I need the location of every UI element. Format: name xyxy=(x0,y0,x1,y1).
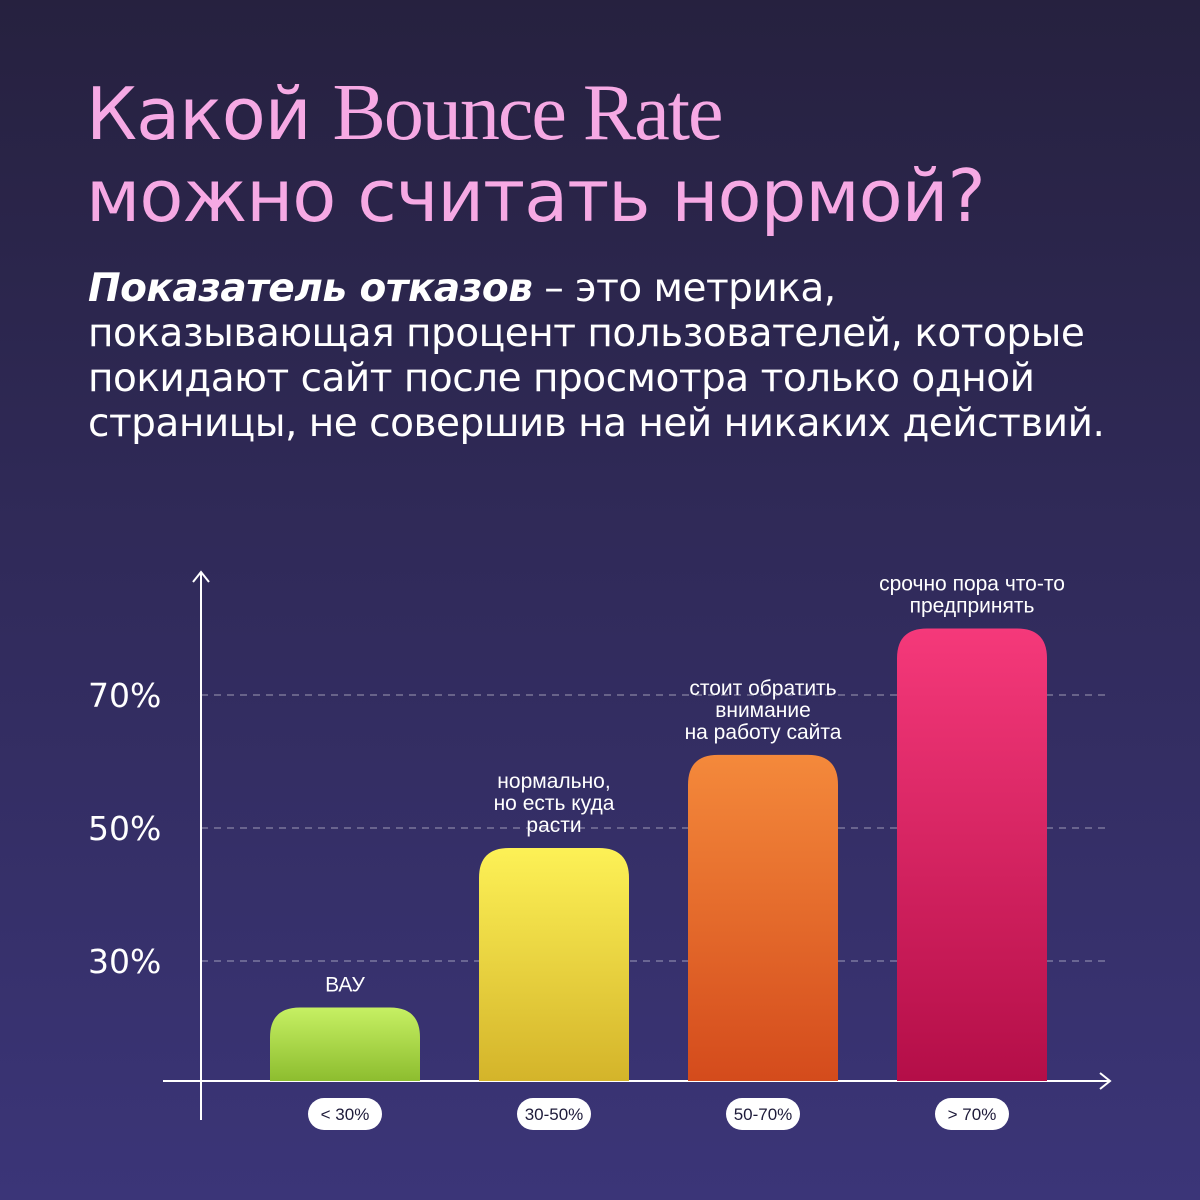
category-label: > 70% xyxy=(948,1105,997,1124)
category-label: < 30% xyxy=(321,1105,370,1124)
category-pill xyxy=(935,1098,1009,1130)
title-bounce-rate: Bounce Rate xyxy=(332,69,723,157)
x-axis-arrow xyxy=(1099,1072,1112,1090)
bar-annotation: но есть куда xyxy=(494,792,615,815)
y-tick-label: 30% xyxy=(88,942,161,981)
bar xyxy=(479,847,629,1081)
bar-annotation: на работу сайта xyxy=(685,721,842,744)
category-label: 30-50% xyxy=(525,1105,584,1124)
page-title: Какой Bounce Rate можно считать нормой? xyxy=(86,69,986,238)
description: Показатель отказов – это метрика, показы… xyxy=(88,266,1118,446)
category-pill xyxy=(517,1098,591,1130)
bar-annotation: внимание xyxy=(715,699,811,722)
bar-annotation: нормально, xyxy=(497,770,610,793)
category-label: 50-70% xyxy=(734,1105,793,1124)
title-line-2: можно считать нормой? xyxy=(86,154,986,238)
bar xyxy=(270,1007,420,1081)
bar-annotation: стоит обратить xyxy=(689,677,836,700)
y-tick-label: 50% xyxy=(88,809,161,848)
bar-annotation: предпринять xyxy=(910,595,1035,618)
description-text: – это метрика, показывающая процент поль… xyxy=(88,266,1105,446)
category-pill xyxy=(308,1098,382,1130)
y-axis-arrow xyxy=(192,570,210,583)
bar-annotation: ВАУ xyxy=(325,974,365,997)
bar-annotation: расти xyxy=(526,814,581,837)
y-tick-label: 70% xyxy=(88,676,161,715)
bar xyxy=(897,628,1047,1081)
title-part-1: Какой xyxy=(86,72,333,156)
bar-annotation: срочно пора что-то xyxy=(879,573,1065,596)
description-term: Показатель отказов xyxy=(88,266,533,311)
category-pill xyxy=(726,1098,800,1130)
bar xyxy=(688,754,838,1081)
